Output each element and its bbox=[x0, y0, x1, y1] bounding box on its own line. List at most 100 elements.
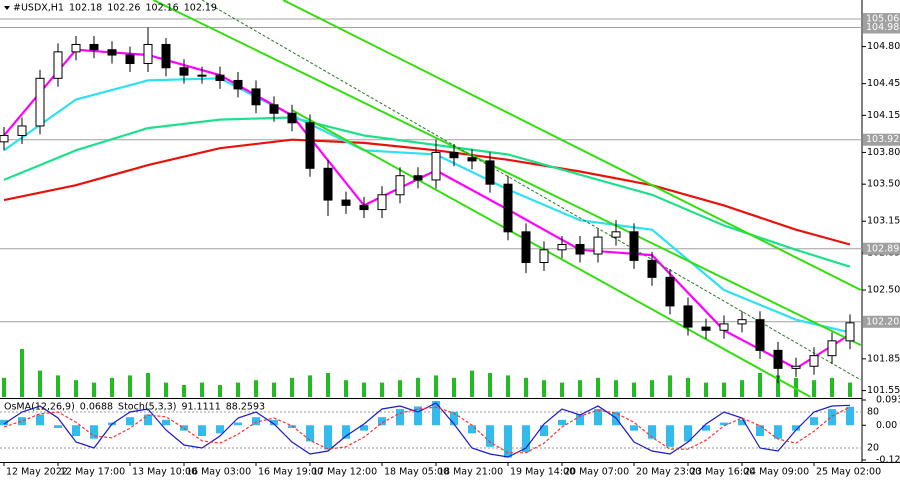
osma-bar bbox=[558, 419, 566, 426]
osma-bar bbox=[162, 419, 170, 426]
osma-bar bbox=[432, 401, 440, 426]
volume-bar bbox=[20, 349, 24, 397]
candle-body bbox=[485, 160, 495, 185]
header-icon bbox=[4, 6, 10, 10]
osma-bar bbox=[324, 425, 332, 450]
osma-bar bbox=[414, 406, 422, 426]
osma-bar bbox=[306, 425, 314, 442]
trendline bbox=[282, 0, 862, 291]
ind-tick-label: 0.0938 bbox=[876, 395, 900, 406]
volume-bar bbox=[380, 382, 384, 397]
candle-body bbox=[413, 175, 423, 181]
osma-bar bbox=[450, 411, 458, 426]
candle-body bbox=[17, 125, 27, 136]
y-tick-label: 103.15 bbox=[867, 216, 900, 227]
text-layer: 104.80 104.45 104.15 103.80 103.50 103.15 102.… bbox=[3, 3, 900, 478]
x-tick-label: 18 May 05:00 bbox=[384, 467, 449, 478]
candle-body bbox=[269, 104, 279, 114]
osma-name: OsMA(12,26,9) bbox=[4, 402, 75, 413]
volume-bar bbox=[344, 380, 348, 397]
y-tick-label: 104.80 bbox=[867, 41, 900, 52]
volume-bar bbox=[128, 375, 132, 397]
level-box bbox=[863, 315, 900, 328]
last-high: 102.26 bbox=[107, 3, 140, 14]
candle-body bbox=[395, 175, 405, 196]
candle-body bbox=[215, 74, 225, 81]
osma-bar bbox=[252, 417, 260, 426]
osma-bar bbox=[576, 414, 584, 426]
candles-layer bbox=[0, 27, 855, 384]
level-label: 102.20 bbox=[866, 316, 899, 327]
y-tick-label: 103.80 bbox=[867, 147, 900, 158]
volume-bar bbox=[560, 382, 564, 397]
volume-bar bbox=[722, 382, 726, 397]
candle-body bbox=[665, 276, 675, 307]
osma-bar bbox=[378, 417, 386, 426]
volume-bar bbox=[830, 377, 834, 397]
candle-body bbox=[377, 194, 387, 211]
last-open: 102.18 bbox=[69, 3, 102, 14]
candle-body bbox=[0, 134, 9, 143]
osma-bar bbox=[216, 425, 224, 434]
osma-bar bbox=[468, 425, 476, 434]
level-label: 104.98 bbox=[866, 22, 899, 33]
x-tick-label: 23 May 16:00 bbox=[690, 467, 755, 478]
trendline bbox=[291, 109, 811, 398]
candle-body bbox=[287, 112, 297, 124]
y2-tick-label: 20 bbox=[867, 443, 879, 454]
last-close: 102.19 bbox=[184, 3, 217, 14]
osma-bar bbox=[702, 425, 710, 431]
candle-body bbox=[773, 349, 783, 369]
osma-value: 0.0688 bbox=[80, 402, 113, 413]
osma-bar bbox=[54, 425, 62, 428]
osma-bar bbox=[0, 419, 8, 426]
candle-body bbox=[449, 151, 459, 159]
osma-bar bbox=[198, 425, 206, 437]
candle-body bbox=[431, 151, 441, 181]
volume-bar bbox=[290, 377, 294, 397]
candle-body bbox=[359, 204, 369, 211]
osma-bar bbox=[360, 425, 368, 431]
volume-bar bbox=[668, 375, 672, 397]
osma-bar bbox=[90, 425, 98, 439]
volume-bar bbox=[812, 380, 816, 397]
x-tick-label: 20 May 23:00 bbox=[636, 467, 701, 478]
candle-body bbox=[647, 259, 657, 278]
candle-body bbox=[737, 319, 747, 325]
stoch-line bbox=[3, 406, 851, 454]
stoch-signal-value: 88.2593 bbox=[226, 402, 265, 413]
osma-bar bbox=[18, 417, 26, 426]
candle-body bbox=[179, 67, 189, 76]
volume-bar bbox=[542, 380, 546, 397]
volume-bar bbox=[776, 375, 780, 397]
trendline bbox=[201, 0, 862, 381]
osma-bar bbox=[288, 425, 296, 428]
volume-bar bbox=[254, 380, 258, 397]
volume-bar bbox=[758, 373, 762, 397]
volume-bar bbox=[74, 380, 78, 397]
osma-bar bbox=[648, 425, 656, 439]
osma-bar bbox=[396, 409, 404, 426]
osma-bar bbox=[342, 425, 350, 439]
candle-body bbox=[35, 77, 45, 127]
osma-bar bbox=[630, 425, 638, 431]
volume-bar bbox=[164, 382, 168, 397]
levels-layer bbox=[0, 18, 862, 323]
candle-body bbox=[503, 183, 513, 233]
candle-body bbox=[557, 244, 567, 251]
osma-bar bbox=[72, 425, 80, 437]
volume-bar bbox=[740, 380, 744, 397]
candle-body bbox=[161, 43, 171, 69]
level-box bbox=[863, 21, 900, 34]
level-label: 103.92 bbox=[866, 134, 899, 145]
candle-body bbox=[305, 122, 315, 169]
osma-bar bbox=[126, 417, 134, 426]
y-tick-label: 101.85 bbox=[867, 353, 900, 364]
osma-bar bbox=[846, 406, 854, 426]
level-label: 105.06 bbox=[866, 14, 899, 25]
osma-bar bbox=[522, 425, 530, 453]
volume-bar bbox=[416, 377, 420, 397]
volume-bar bbox=[434, 375, 438, 397]
candle-body bbox=[845, 322, 855, 342]
volume-bar bbox=[578, 380, 582, 397]
